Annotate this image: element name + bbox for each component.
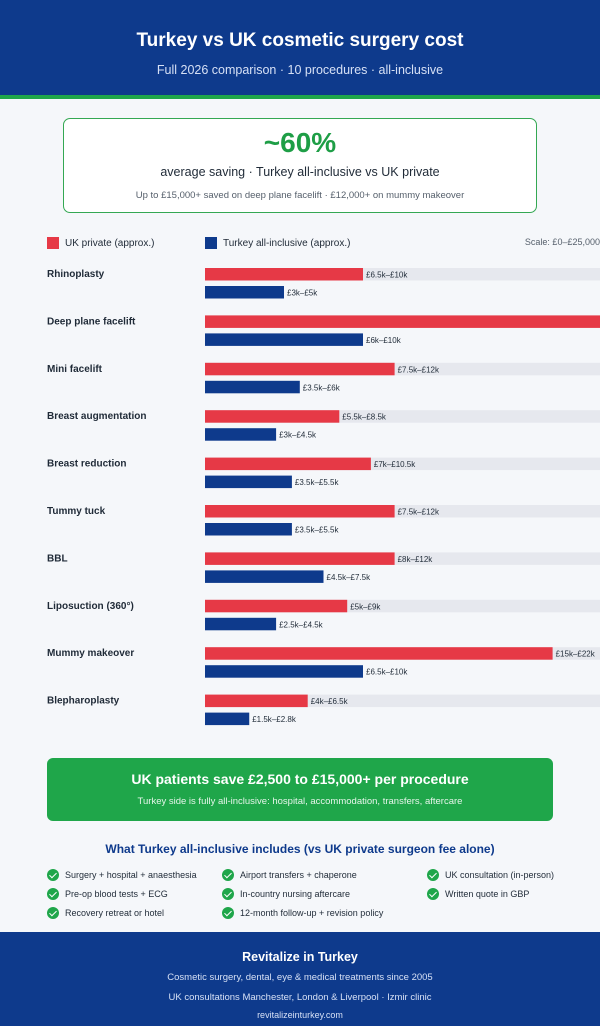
legend-uk-swatch xyxy=(47,237,59,249)
footer-title: Revitalize in Turkey xyxy=(242,950,358,964)
bar-label-turkey-breast-reduction: £3.5k–£5.5k xyxy=(295,478,340,487)
bar-label-turkey-blepharoplasty: £1.5k–£2.8k xyxy=(252,715,297,724)
bar-turkey-blepharoplasty xyxy=(205,712,250,726)
bar-turkey-breast-reduction xyxy=(205,475,292,489)
check-icon xyxy=(222,907,234,919)
banner-subtitle: Turkey side is fully all-inclusive: hosp… xyxy=(137,796,463,807)
legend-uk-label: UK private (approx.) xyxy=(65,237,155,249)
include-item: Pre-op blood tests + ECG xyxy=(47,888,168,900)
include-item: 12-month follow-up + revision policy xyxy=(222,907,383,919)
bar-label-uk-blepharoplasty: £4k–£6.5k xyxy=(311,697,349,706)
check-icon xyxy=(427,869,439,881)
page-subtitle: Full 2026 comparison · 10 procedures · a… xyxy=(156,63,444,77)
bar-uk-liposuction-360 xyxy=(205,599,348,613)
bar-label-turkey-liposuction-360: £2.5k–£4.5k xyxy=(279,620,324,629)
banner-title: UK patients save £2,500 to £15,000+ per … xyxy=(131,771,469,787)
saving-card: ~60% average saving · Turkey all-inclusi… xyxy=(63,118,537,213)
bar-label-uk-breast-augmentation: £5.5k–£8.5k xyxy=(342,413,387,422)
include-item: Recovery retreat or hotel xyxy=(47,907,164,919)
category-label-mini-facelift: Mini facelift xyxy=(47,364,103,375)
bar-label-turkey-tummy-tuck: £3.5k–£5.5k xyxy=(295,526,340,535)
check-icon xyxy=(47,888,59,900)
bar-uk-deep-plane-facelift xyxy=(205,315,600,328)
footer-url: revitalizeinturkey.com xyxy=(257,1010,343,1020)
bar-label-uk-bbl: £8k–£12k xyxy=(398,555,434,564)
bar-uk-breast-augmentation xyxy=(205,410,340,423)
check-icon xyxy=(427,888,439,900)
bar-label-uk-tummy-tuck: £7.5k–£12k xyxy=(398,508,440,517)
check-icon xyxy=(47,907,59,919)
include-item: Airport transfers + chaperone xyxy=(222,869,357,881)
bar-turkey-deep-plane-facelift xyxy=(205,333,363,346)
legend-uk: UK private (approx.) xyxy=(47,237,154,249)
category-label-rhinoplasty: Rhinoplasty xyxy=(47,269,105,280)
category-label-breast-augmentation: Breast augmentation xyxy=(47,411,146,422)
includes-title: What Turkey all-inclusive includes (vs U… xyxy=(105,842,495,856)
bar-label-uk-breast-reduction: £7k–£10.5k xyxy=(374,460,416,469)
check-icon xyxy=(222,869,234,881)
category-label-breast-reduction: Breast reduction xyxy=(47,459,126,470)
page-title: Turkey vs UK cosmetic surgery cost xyxy=(136,30,464,51)
bar-label-turkey-rhinoplasty: £3k–£5k xyxy=(287,289,318,298)
footer: Revitalize in Turkey Cosmetic surgery, d… xyxy=(0,932,600,1026)
bar-turkey-liposuction-360 xyxy=(205,617,277,631)
bar-label-turkey-mini-facelift: £3.5k–£6k xyxy=(303,383,341,392)
cost-comparison-chart: Rhinoplasty £6.5k–£10k £3k–£5k Deep plane f… xyxy=(47,268,600,726)
bar-label-uk-liposuction-360: £5k–£9k xyxy=(350,602,381,611)
bar-turkey-mini-facelift xyxy=(205,380,300,394)
bar-label-turkey-deep-plane-facelift: £6k–£10k xyxy=(366,336,402,345)
footer-tagline: Cosmetic surgery, dental, eye & medical … xyxy=(167,972,433,983)
bar-uk-bbl xyxy=(205,552,395,565)
saving-note: Up to £15,000+ saved on deep plane facel… xyxy=(135,190,465,201)
header-banner: Turkey vs UK cosmetic surgery cost Full … xyxy=(0,0,600,95)
bar-turkey-mummy-makeover xyxy=(205,665,363,678)
check-icon xyxy=(222,888,234,900)
bar-uk-breast-reduction xyxy=(205,457,371,471)
category-label-bbl: BBL xyxy=(47,553,68,564)
bar-uk-rhinoplasty xyxy=(205,268,363,281)
check-icon xyxy=(47,869,59,881)
include-item: UK consultation (in-person) xyxy=(427,869,554,881)
category-label-deep-plane-facelift: Deep plane facelift xyxy=(47,316,136,327)
category-label-tummy-tuck: Tummy tuck xyxy=(47,506,106,517)
bar-uk-mini-facelift xyxy=(205,362,395,376)
bar-turkey-rhinoplasty xyxy=(205,286,284,299)
scale-label: Scale: £0–£25,000 xyxy=(524,237,600,247)
header-divider xyxy=(0,95,600,99)
category-label-liposuction-360: Liposuction (360°) xyxy=(47,601,134,612)
legend-turkey: Turkey all-inclusive (approx.) xyxy=(205,237,350,249)
bar-turkey-tummy-tuck xyxy=(205,523,292,536)
bar-turkey-breast-augmentation xyxy=(205,428,277,441)
bar-uk-tummy-tuck xyxy=(205,505,395,518)
bar-label-uk-rhinoplasty: £6.5k–£10k xyxy=(366,271,408,280)
bar-turkey-bbl xyxy=(205,570,324,583)
savings-banner: UK patients save £2,500 to £15,000+ per … xyxy=(47,758,553,821)
bar-uk-blepharoplasty xyxy=(205,694,308,708)
footer-locations: UK consultations Manchester, London & Li… xyxy=(168,992,432,1003)
bar-label-uk-mini-facelift: £7.5k–£12k xyxy=(398,365,440,374)
bar-label-turkey-bbl: £4.5k–£7.5k xyxy=(327,573,372,582)
legend-turkey-label: Turkey all-inclusive (approx.) xyxy=(223,237,351,249)
saving-percent: ~60% xyxy=(263,127,337,158)
category-label-blepharoplasty: Blepharoplasty xyxy=(47,696,120,707)
bar-label-turkey-mummy-makeover: £6.5k–£10k xyxy=(366,668,408,677)
include-item: Surgery + hospital + anaesthesia xyxy=(47,869,197,881)
saving-description: average saving · Turkey all-inclusive vs… xyxy=(160,165,440,179)
legend-turkey-swatch xyxy=(205,237,217,249)
bar-uk-mummy-makeover xyxy=(205,647,553,660)
include-item: In-country nursing aftercare xyxy=(222,888,350,900)
bar-label-turkey-breast-augmentation: £3k–£4.5k xyxy=(279,431,317,440)
category-label-mummy-makeover: Mummy makeover xyxy=(47,648,134,659)
include-item: Written quote in GBP xyxy=(427,888,529,900)
bar-label-uk-mummy-makeover: £15k–£22k xyxy=(556,650,596,659)
